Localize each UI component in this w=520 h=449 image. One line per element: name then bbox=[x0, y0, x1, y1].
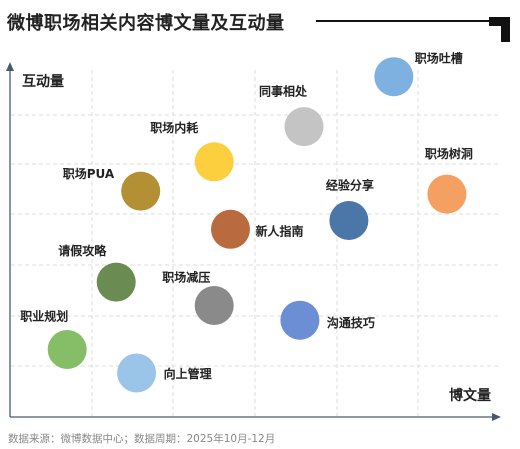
bubble-label-11: 职业规划 bbox=[20, 309, 68, 324]
bubble-12 bbox=[117, 353, 157, 393]
bubble-6 bbox=[329, 201, 369, 240]
source-note: 数据来源：微博数据中心；数据周期：2025年10月-12月 bbox=[8, 433, 276, 445]
bubble-label-9: 职场减压 bbox=[162, 270, 210, 285]
bubble-label-8: 请假攻略 bbox=[58, 243, 107, 258]
bubble-label-4: 职场树洞 bbox=[425, 146, 473, 161]
bubble-2 bbox=[284, 107, 324, 147]
bubble-label-6: 经验分享 bbox=[326, 178, 374, 193]
bubble-3 bbox=[194, 142, 234, 182]
bubble-5 bbox=[121, 171, 161, 211]
bubble-label-12: 向上管理 bbox=[164, 366, 212, 381]
bubble-label-2: 同事相处 bbox=[259, 84, 308, 99]
bubble-label-10: 沟通技巧 bbox=[327, 315, 375, 330]
y-axis-title: 互动量 bbox=[22, 73, 64, 90]
bubble-7 bbox=[211, 209, 250, 249]
bubble-label-7: 新人指南 bbox=[256, 223, 304, 238]
chart-title: 微博职场相关内容博文量及互动量 bbox=[7, 13, 285, 34]
bubble-label-1: 职场吐槽 bbox=[415, 51, 463, 66]
bubble-8 bbox=[96, 262, 136, 302]
grid-lines bbox=[11, 70, 498, 416]
y-axis-arrow bbox=[6, 62, 14, 71]
x-axis-arrow bbox=[492, 413, 501, 421]
bubble-1 bbox=[374, 57, 414, 97]
bubble-10 bbox=[280, 300, 320, 340]
bubble-4 bbox=[427, 174, 467, 214]
bubble-label-5: 职场PUA bbox=[63, 167, 115, 181]
bubble-9 bbox=[194, 286, 234, 325]
bubble-11 bbox=[47, 330, 87, 369]
x-axis-title: 博文量 bbox=[449, 387, 491, 404]
title-corner-mark bbox=[489, 17, 510, 42]
bubble-label-3: 职场内耗 bbox=[150, 120, 198, 135]
